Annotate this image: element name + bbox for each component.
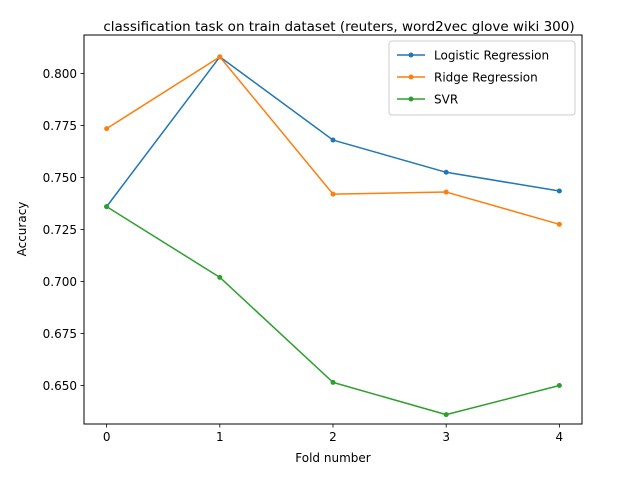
- legend: Logistic Regression Ridge Regression SVR: [388, 40, 576, 116]
- x-tick-label: 3: [442, 430, 450, 444]
- y-tick-label: 0.800: [43, 67, 77, 81]
- x-tick-label: 0: [103, 430, 111, 444]
- legend-label: Ridge Regression: [434, 71, 538, 85]
- series-1: [104, 54, 562, 227]
- data-point: [443, 189, 449, 195]
- y-tick-label: 0.700: [43, 275, 77, 289]
- series-layer: [104, 54, 562, 418]
- x-axis-ticks: 0 1 2 3 4: [103, 424, 563, 444]
- chart-title: classification task on train dataset (re…: [103, 19, 574, 35]
- data-point: [556, 383, 562, 389]
- y-tick-label: 0.725: [43, 223, 77, 237]
- data-point: [443, 169, 449, 175]
- data-point: [330, 379, 336, 385]
- data-point: [330, 191, 336, 197]
- x-tick-label: 4: [556, 430, 564, 444]
- y-axis-label: Accuracy: [15, 202, 29, 257]
- y-tick-label: 0.775: [43, 119, 77, 133]
- y-axis-ticks: 0.650 0.675 0.700 0.725 0.750 0.775 0.800: [43, 67, 84, 393]
- legend-marker: [408, 96, 414, 102]
- y-tick-label: 0.750: [43, 171, 77, 185]
- legend-box: [388, 40, 576, 116]
- x-axis-label: Fold number: [295, 451, 370, 465]
- legend-label: Logistic Regression: [434, 49, 549, 63]
- data-point: [556, 221, 562, 227]
- data-point: [217, 54, 223, 60]
- y-tick-label: 0.675: [43, 327, 77, 341]
- data-point: [443, 412, 449, 418]
- x-tick-label: 2: [329, 430, 337, 444]
- legend-label: SVR: [434, 93, 458, 107]
- plot-frame: [83, 34, 583, 425]
- data-point: [330, 137, 336, 143]
- data-point: [104, 126, 110, 132]
- series-2: [104, 204, 562, 418]
- data-point: [104, 204, 110, 210]
- data-point: [556, 188, 562, 194]
- y-tick-label: 0.650: [43, 379, 77, 393]
- x-tick-label: 1: [216, 430, 224, 444]
- data-point: [217, 274, 223, 280]
- legend-marker: [408, 74, 414, 80]
- legend-marker: [408, 52, 414, 58]
